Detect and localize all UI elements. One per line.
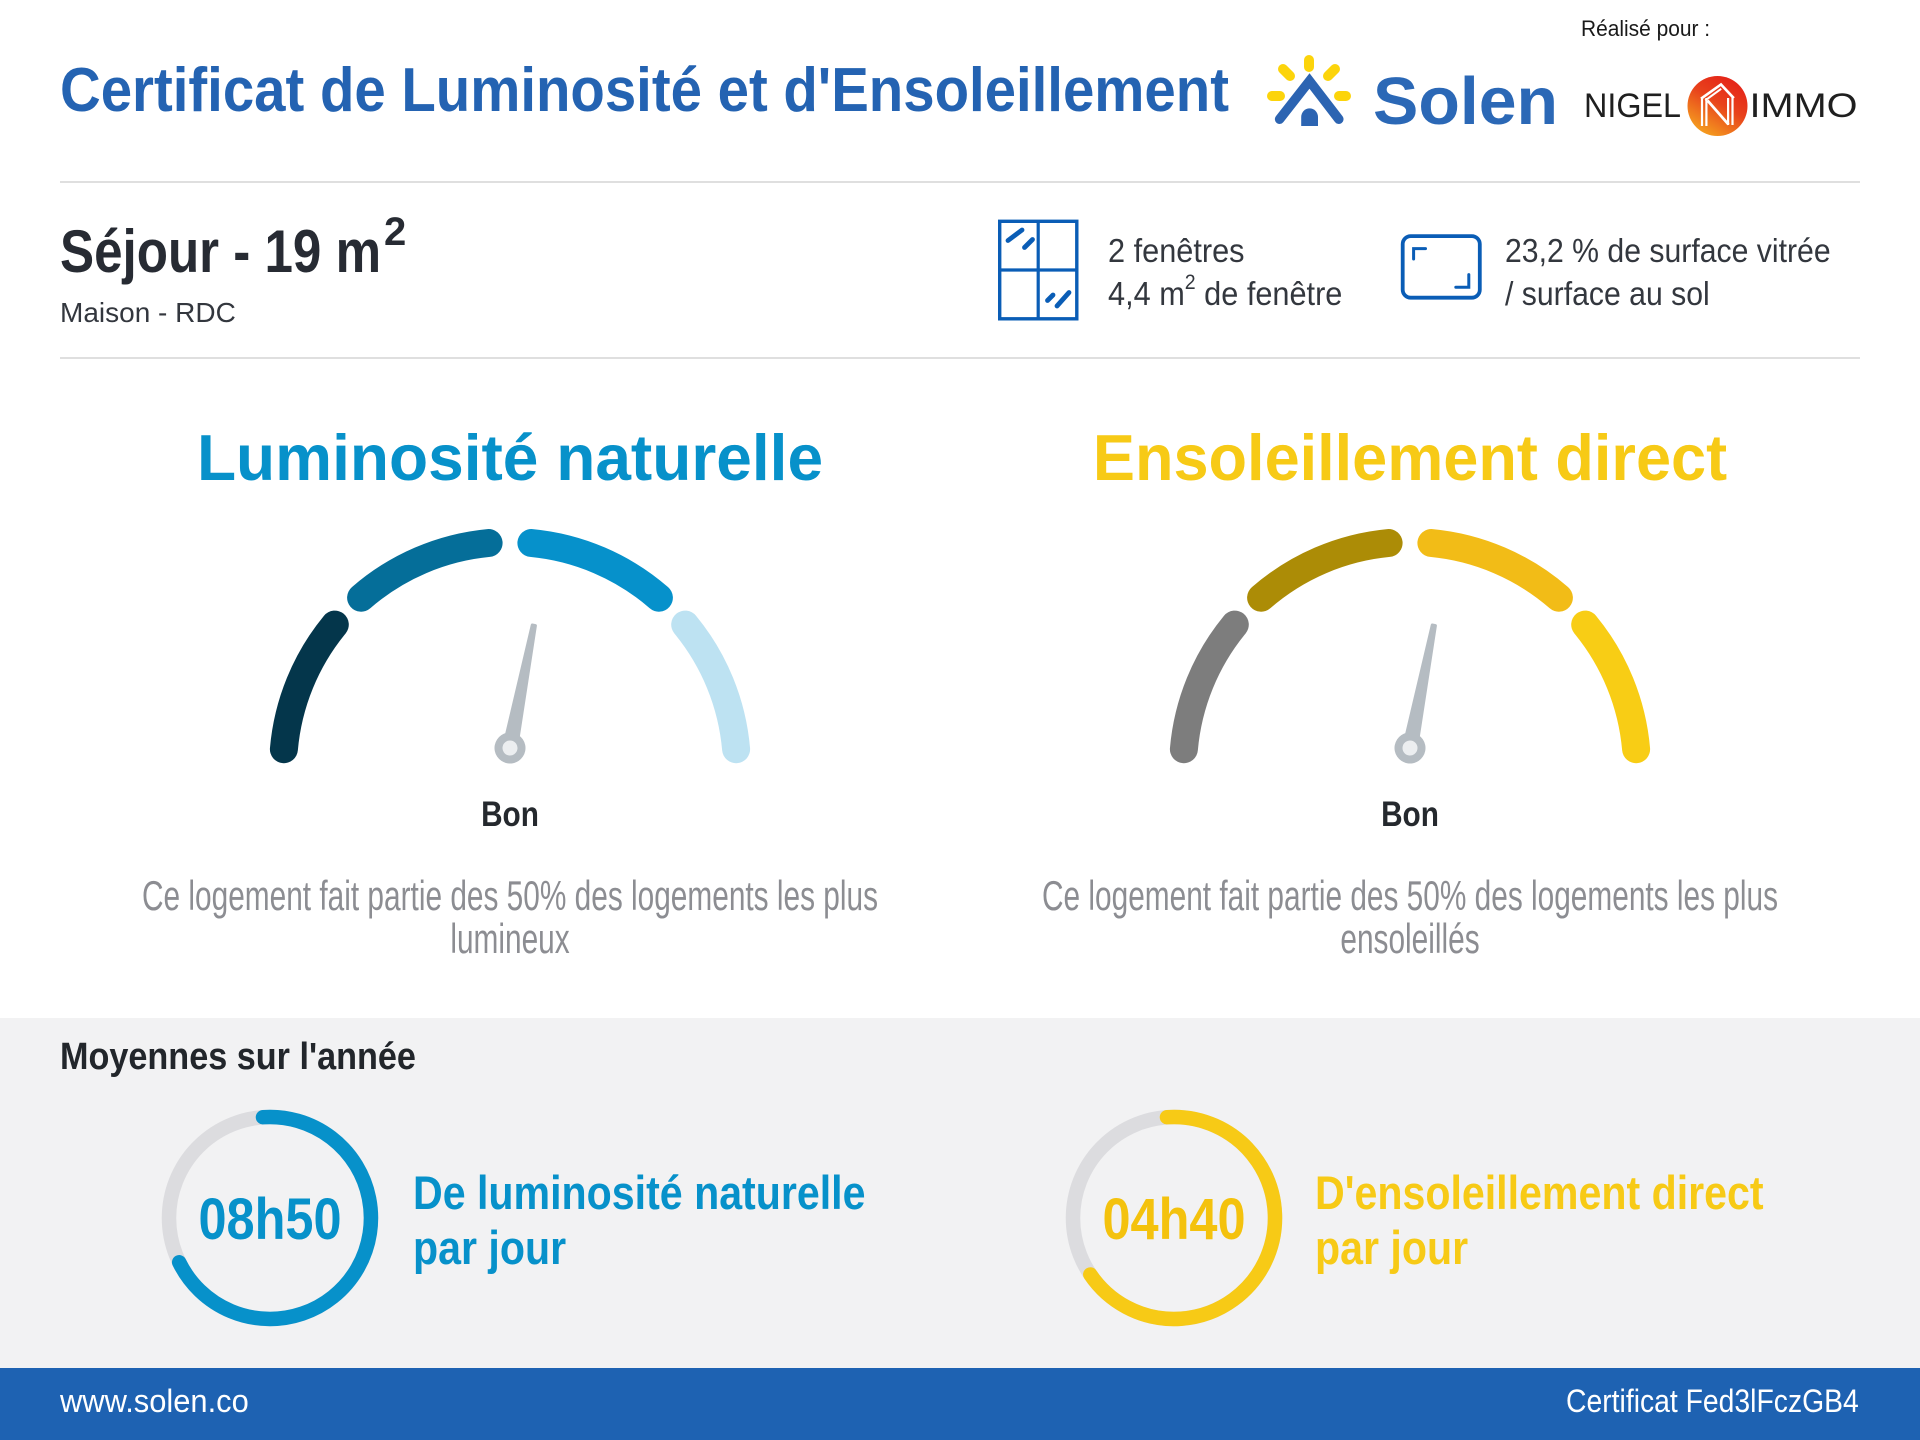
svg-text:Solen: Solen [1373,64,1555,139]
svg-text:IMMO: IMMO [1750,87,1858,125]
svg-text:NIGEL: NIGEL [1584,87,1681,125]
